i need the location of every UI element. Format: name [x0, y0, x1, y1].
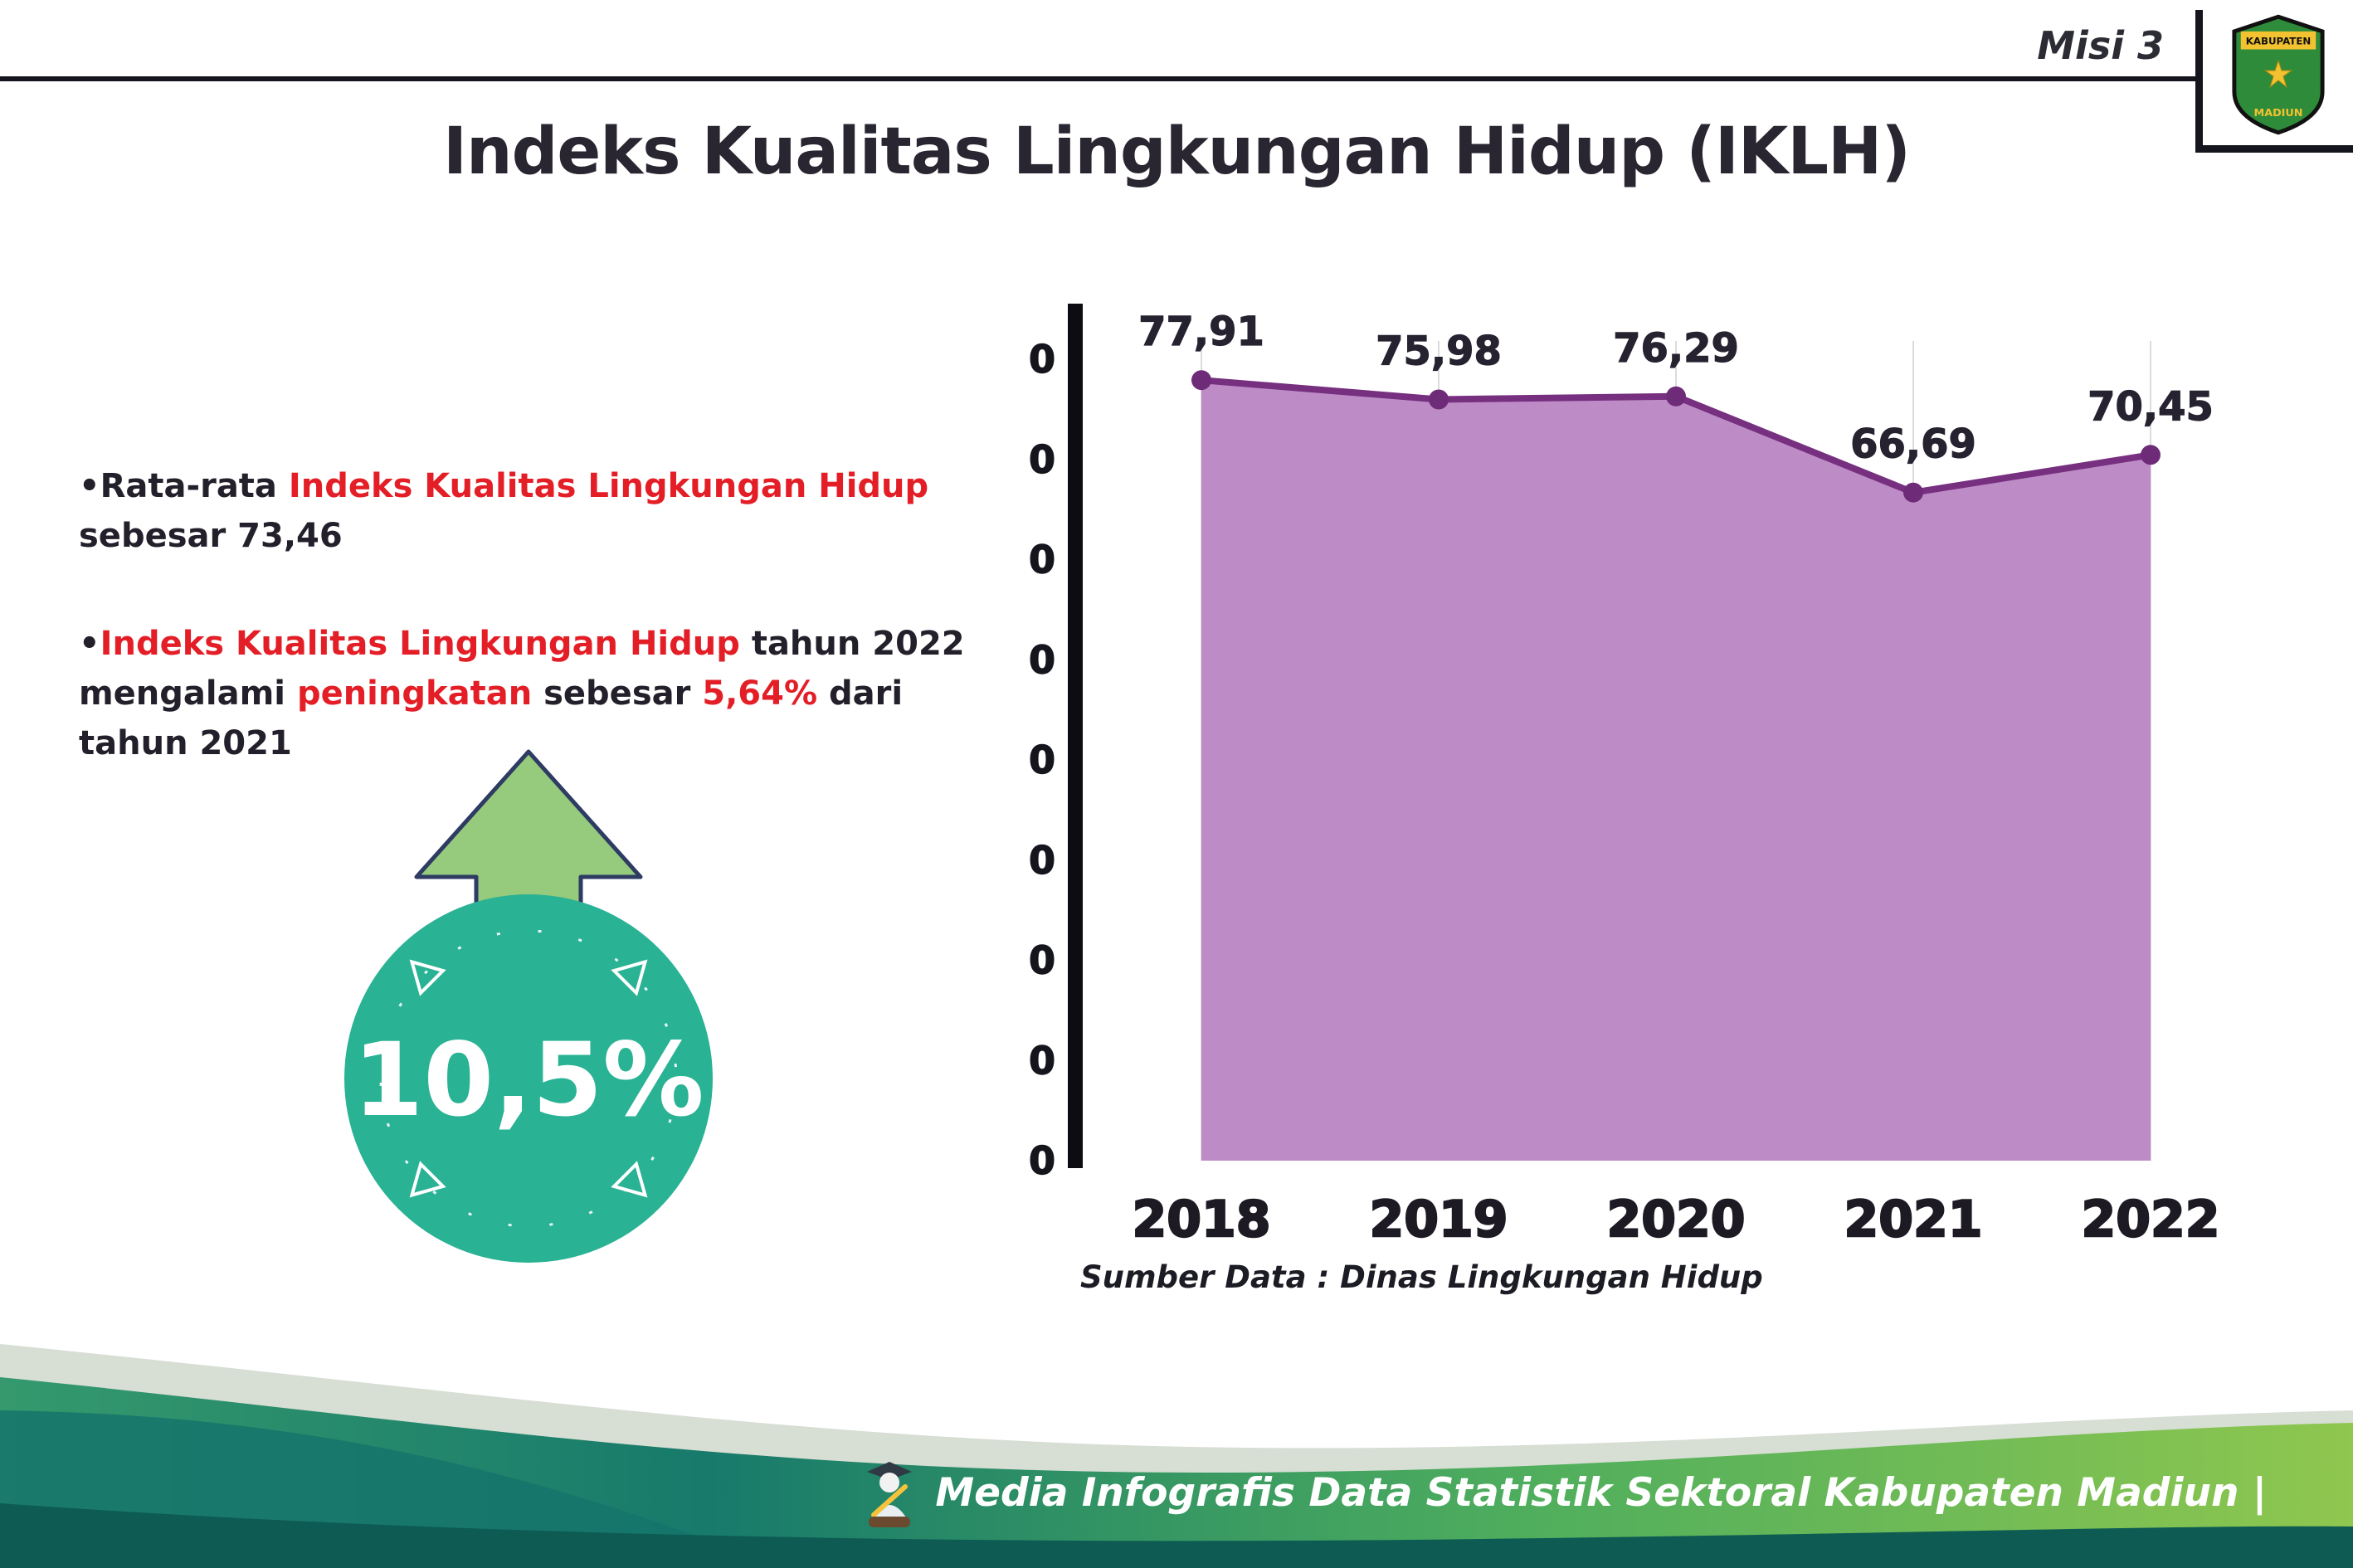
header-rule — [0, 76, 2195, 81]
svg-text:2019: 2019 — [1370, 1191, 1508, 1249]
increase-badge: 10,5% — [317, 740, 748, 1271]
bullet2-text: tahun 2022 mengalami — [79, 625, 965, 713]
footer-wave-art — [0, 1344, 2353, 1568]
bullet1-value: sebesar 73,46 — [79, 517, 343, 555]
infographic-mascot-icon — [867, 1462, 913, 1527]
y-tick-labels: 0 10 20 30 40 50 60 70 80 — [1001, 336, 1055, 1183]
svg-text:70: 70 — [1029, 437, 1055, 482]
x-category-labels: 2018 2019 2020 2021 2022 — [1131, 1190, 2220, 1249]
badge-circle — [344, 894, 713, 1263]
footer-wave-teal-accent — [0, 1410, 705, 1539]
key-points: •Rata-rata Indeks Kualitas Lingkungan Hi… — [79, 461, 967, 826]
svg-text:2021: 2021 — [1844, 1191, 1983, 1249]
page-title: Indeks Kualitas Lingkungan Hidup (IKLH) — [443, 114, 1911, 189]
series-markers — [1191, 370, 2161, 503]
area-fill — [1201, 380, 2151, 1161]
bullet-marker: • — [79, 625, 100, 663]
bullet2-percent: 5,64% — [702, 674, 818, 713]
bullet-marker: • — [79, 467, 100, 505]
bullet-increase-2022: •Indeks Kualitas Lingkungan Hidup tahun … — [79, 619, 967, 768]
svg-text:10: 10 — [1029, 1038, 1055, 1083]
svg-text:40: 40 — [1029, 738, 1055, 782]
crest-bottom-text: MADIUN — [2253, 107, 2302, 119]
svg-text:80: 80 — [1029, 337, 1055, 382]
svg-text:66,69: 66,69 — [1850, 421, 1976, 468]
iklh-area-chart: 77,91 75,98 76,29 66,69 70,45 0 10 20 30 40 50 60 70… — [1001, 290, 2340, 1369]
svg-text:0: 0 — [1029, 1138, 1055, 1183]
svg-text:2020: 2020 — [1607, 1191, 1746, 1249]
y-axis-bar — [1068, 304, 1083, 1168]
svg-text:30: 30 — [1029, 838, 1055, 883]
badge-percentage: 10,5% — [353, 1021, 704, 1139]
regency-crest-icon: KABUPATEN MADIUN — [2231, 14, 2325, 135]
svg-text:70,45: 70,45 — [2087, 383, 2214, 430]
svg-text:76,29: 76,29 — [1613, 325, 1739, 372]
source-note: Sumber Data : Dinas Lingkungan Hidup — [1080, 1259, 1763, 1295]
bullet2-highlight2: peningkatan — [296, 674, 533, 713]
bullet1-highlight: Indeks Kualitas Lingkungan Hidup — [288, 467, 929, 505]
badge-dashed-ring — [379, 929, 678, 1228]
footer-credit: Media Infografis Data Statistik Sektoral… — [860, 1455, 2267, 1530]
bullet-average-iklh: •Rata-rata Indeks Kualitas Lingkungan Hi… — [79, 461, 967, 561]
svg-text:50: 50 — [1029, 637, 1055, 682]
increase-badge-graphic: 10,5% — [344, 749, 713, 1263]
svg-text:20: 20 — [1029, 938, 1055, 983]
crest-top-text: KABUPATEN — [2245, 36, 2311, 47]
footer-wave-dark — [0, 1503, 2353, 1568]
point-labels: 77,91 75,98 76,29 66,69 70,45 — [1138, 309, 2214, 469]
bullet2-highlight: Indeks Kualitas Lingkungan Hidup — [100, 625, 740, 663]
svg-text:77,91: 77,91 — [1138, 309, 1264, 355]
kabupaten-madiun-logo: KABUPATEN MADIUN — [2195, 10, 2353, 153]
bullet1-text: Rata-rata — [100, 467, 289, 505]
misi-label: Misi 3 — [2037, 23, 2164, 68]
iklh-chart-svg: 77,91 75,98 76,29 66,69 70,45 0 10 20 30 40 50 60 70… — [1001, 304, 2221, 1249]
svg-text:75,98: 75,98 — [1376, 329, 1502, 375]
footer-credit-text: Media Infografis Data Statistik Sektoral… — [935, 1469, 2267, 1516]
badge-tick-triangles — [409, 959, 648, 1198]
svg-text:2022: 2022 — [2082, 1191, 2220, 1249]
svg-text:2018: 2018 — [1133, 1191, 1271, 1249]
bullet2-text2: sebesar — [532, 674, 703, 713]
bullet2-text3: dari tahun 2021 — [79, 674, 904, 762]
svg-text:60: 60 — [1029, 538, 1055, 582]
